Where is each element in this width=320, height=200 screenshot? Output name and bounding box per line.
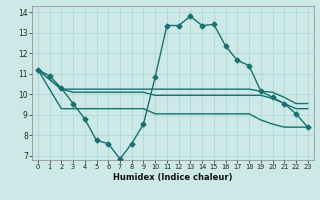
X-axis label: Humidex (Indice chaleur): Humidex (Indice chaleur) <box>113 173 233 182</box>
